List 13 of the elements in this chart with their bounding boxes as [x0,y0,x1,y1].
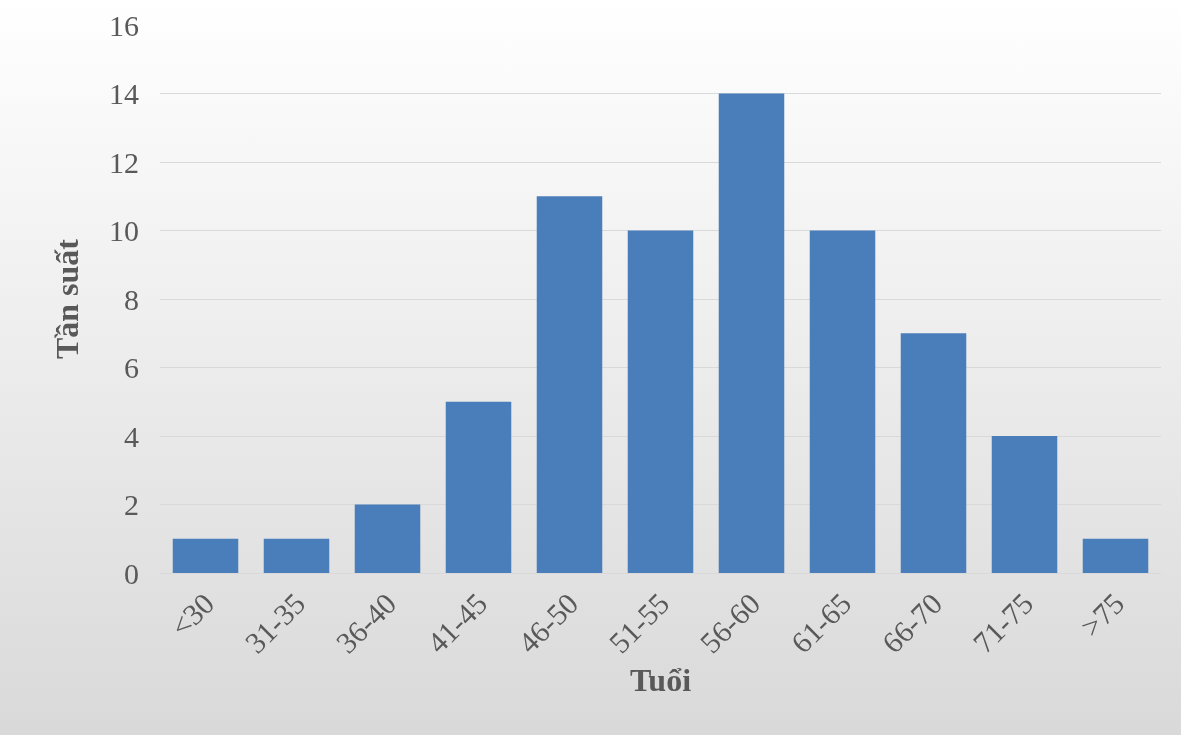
y-tick-label: 0 [124,556,139,590]
x-tick-label: <30 [163,586,221,644]
y-tick-label: 2 [124,488,139,521]
y-tick-label: 16 [109,8,139,42]
y-tick-label: 12 [109,145,139,179]
y-tick-label: 8 [124,282,139,316]
x-tick-label: >75 [1073,586,1131,644]
x-axis-title: Tuổi [629,662,692,699]
y-tick-label: 6 [124,351,139,384]
y-axis-title: Tần suất [49,238,86,360]
y-tick-label: 14 [109,77,139,110]
y-tick-label: 4 [124,419,139,453]
y-tick-label: 10 [109,214,139,247]
